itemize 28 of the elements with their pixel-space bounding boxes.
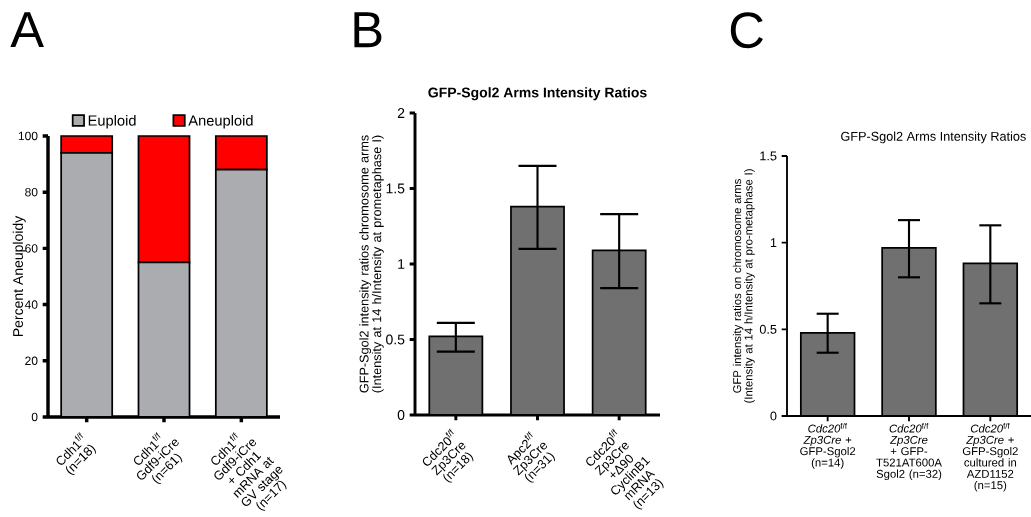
text: B: [354, 12, 382, 48]
legend-label: Aneuploid: [188, 114, 253, 129]
y-tick-label: 40: [24, 300, 38, 309]
x-tick-label: Cdc20$^{f/f}$ Zp3Cre + GFP- T521AT600A Sgol2 (n=32): [876, 422, 942, 481]
y-tick-label: 1.5: [386, 183, 405, 194]
y-tick-label: 0.5: [386, 334, 405, 345]
x-tick-label: Cdc20$^{f/f}$ Zp3Cre + GFP-Sgol2 cultured in AZD1152 (n=15): [962, 422, 1018, 492]
y-tick-label: 60: [25, 244, 38, 253]
y-tick-label: 1.5: [760, 151, 777, 161]
chart-title: GFP-Sgol2 Arms Intensity Ratios: [428, 87, 647, 101]
y-tick-label: 1: [398, 259, 405, 269]
text: C: [730, 12, 763, 49]
y-tick-label: 0: [770, 411, 777, 421]
y-axis-title: GFP intensity ratios on chromosome arms (Intensity at 14 h/Intensity at pro-metaphase I): [732, 169, 755, 403]
y-tick-label: 0: [397, 410, 405, 420]
x-tick-label: Cdc20$^{f/f}$ Zp3Cre + GFP-Sgol2 (n=14): [800, 422, 856, 469]
y-tick-label: 0: [31, 412, 38, 422]
chart-title: GFP-Sgol2 Arms Intensity Ratios: [841, 131, 1026, 144]
y-tick-label: 20: [25, 356, 38, 366]
y-axis-title: Percent Aneuploidy: [12, 215, 26, 337]
y-tick-label: 1: [770, 238, 777, 248]
y-axis-title: GFP-Sgol2 intensity ratios chromosome arms (Intensity at 14 h/Intensity at prometaphase I): [359, 135, 384, 393]
y-tick-label: 0.5: [759, 324, 777, 334]
legend-label: Euploid: [88, 114, 136, 129]
y-tick-label: 2: [397, 108, 405, 118]
y-tick-label: 100: [18, 131, 38, 141]
text: A: [10, 12, 44, 48]
y-tick-label: 80: [25, 187, 38, 197]
